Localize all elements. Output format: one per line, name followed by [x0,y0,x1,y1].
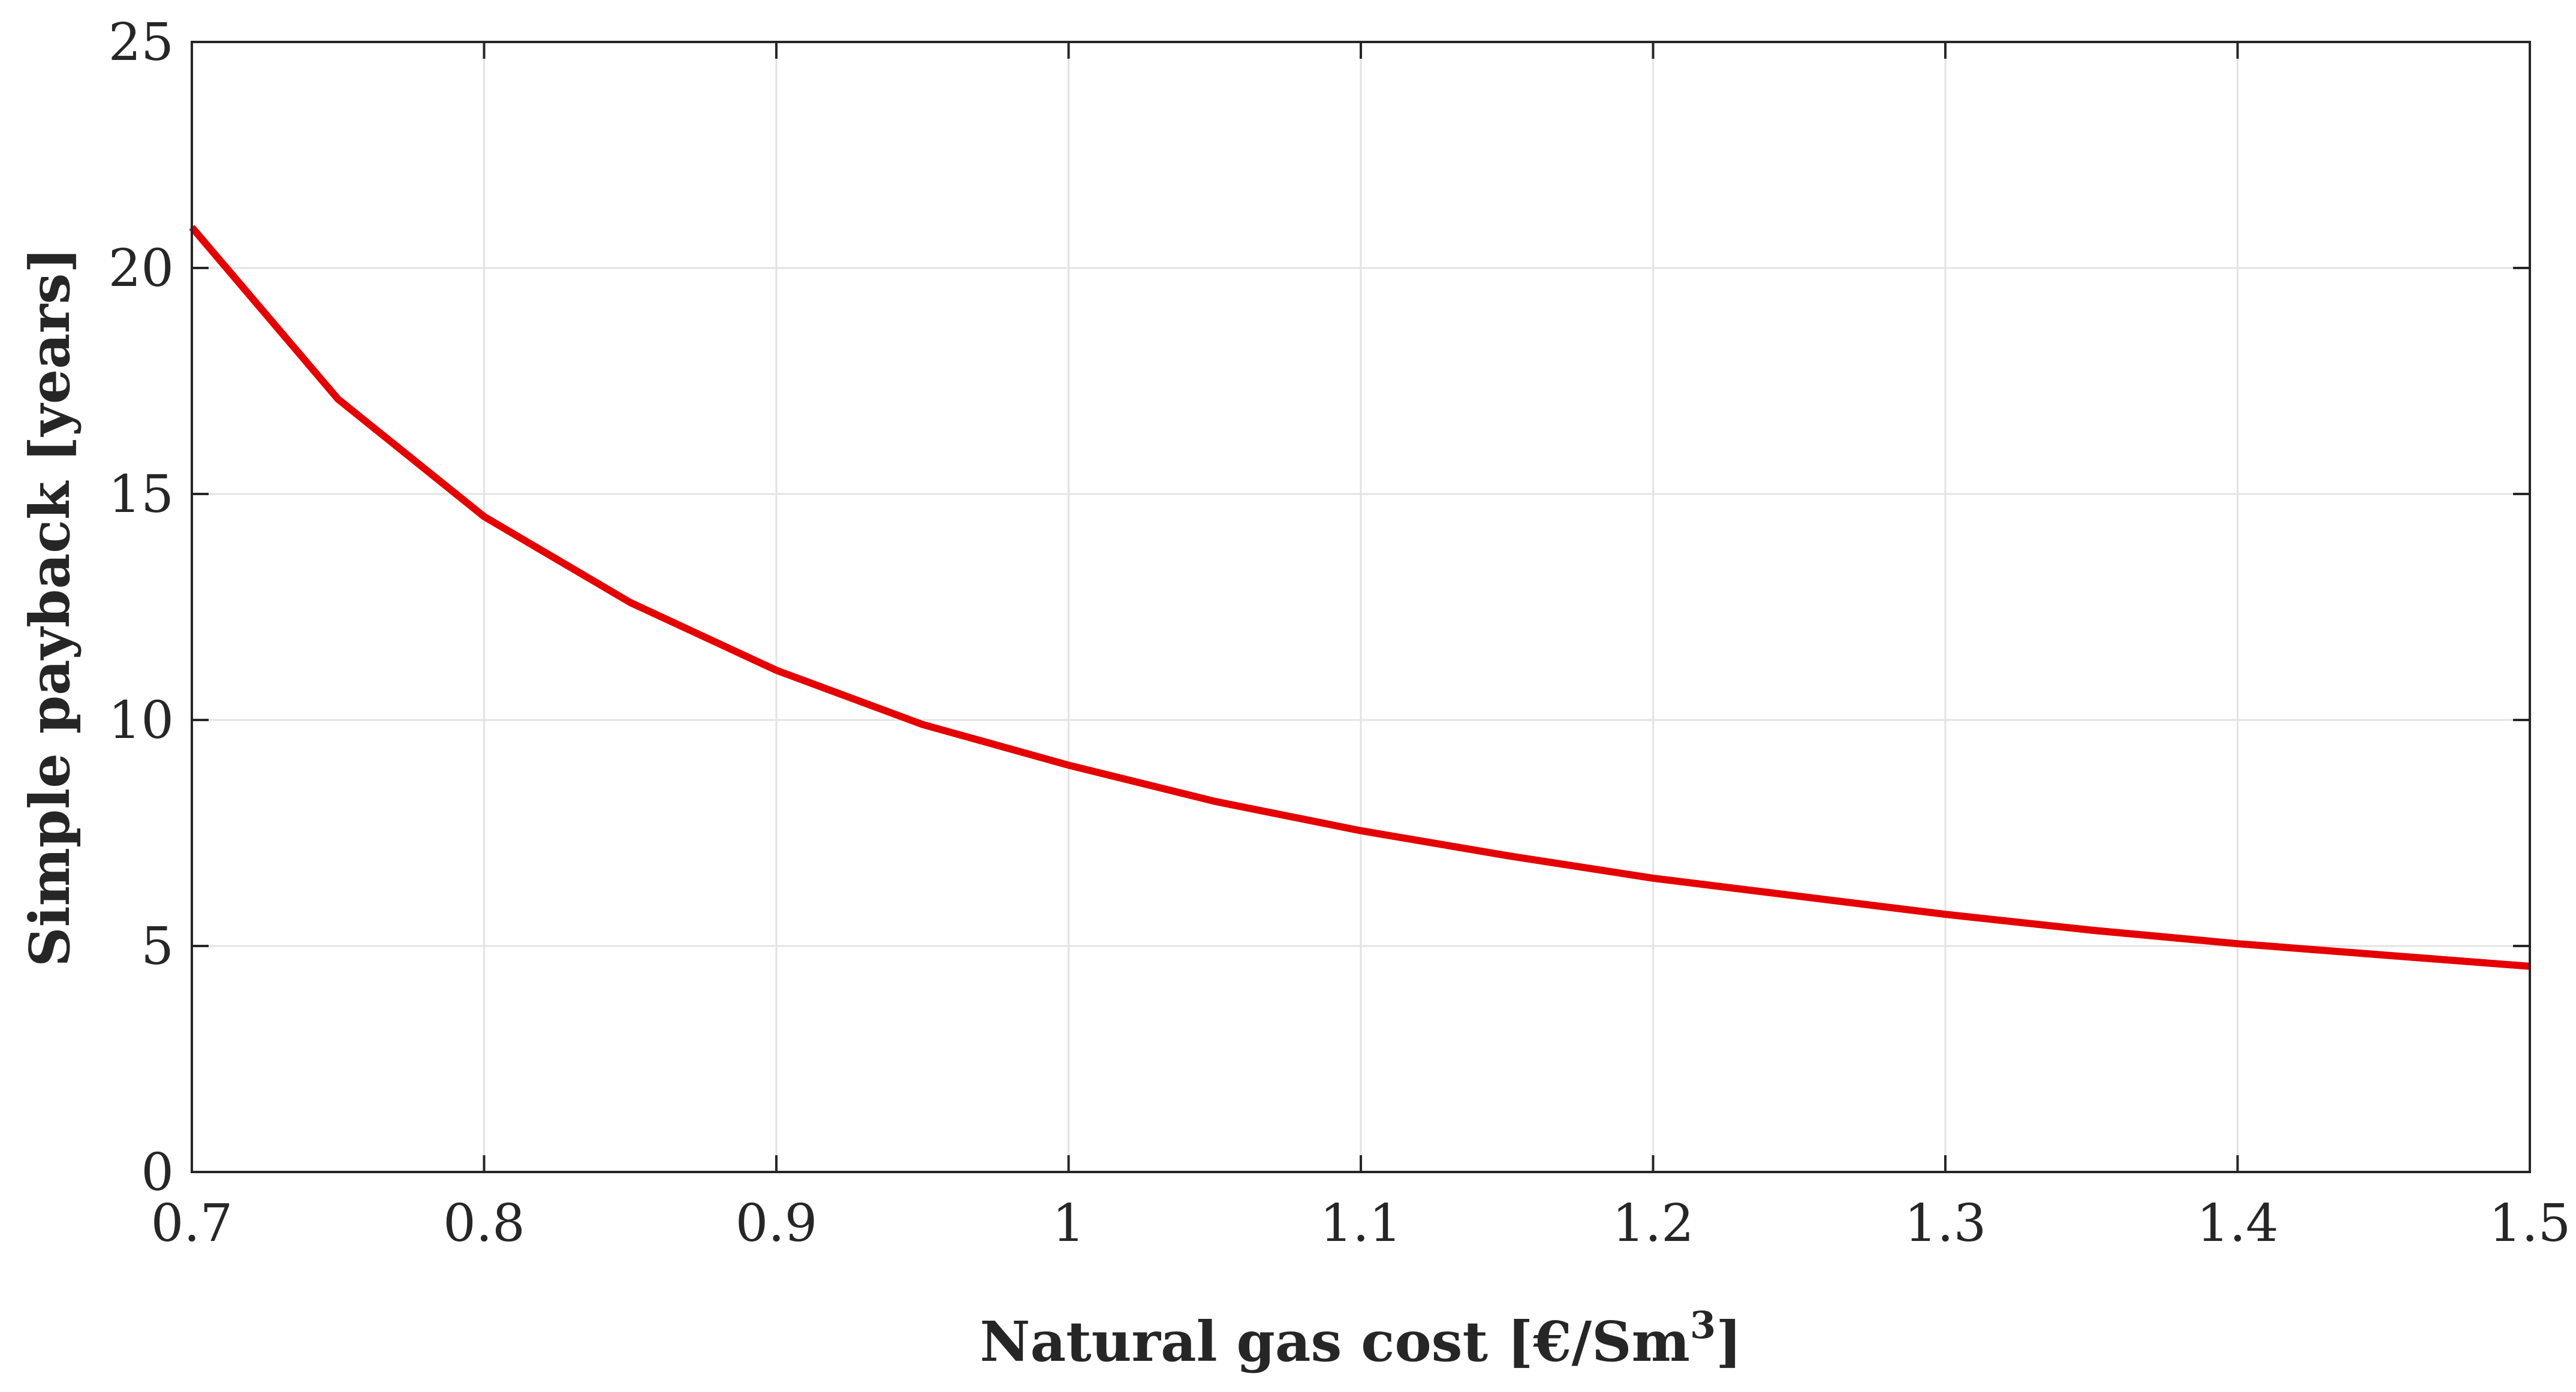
y-tick-label: 0 [141,1143,174,1203]
x-axis-tick-labels: 0.7 0.8 0.9 1 1.1 1.2 1.3 1.4 1.5 [151,1194,2571,1254]
x-axis-title-superscript: 3 [1690,1303,1716,1347]
data-point [2380,951,2387,959]
data-point [1504,852,1511,859]
data-point [1942,911,1949,918]
data-point [2234,940,2241,947]
data-point [1357,827,1364,834]
x-tick-label: 1.1 [1320,1194,1402,1254]
x-tick-label: 1.2 [1612,1194,1694,1254]
x-tick-label: 1.3 [1905,1194,1987,1254]
data-point [2088,927,2095,934]
x-tick-label: 1.4 [2197,1194,2279,1254]
data-point [1065,761,1072,769]
data-point [1650,875,1657,882]
y-tick-label: 5 [141,917,174,977]
y-tick-label: 20 [109,239,174,299]
x-tick-label: 0.8 [443,1194,525,1254]
data-point [773,667,780,674]
y-tick-label: 25 [109,13,174,73]
data-point [919,721,926,728]
axis-ticks [191,41,2531,1173]
y-axis-title: Simple payback [years] [17,247,82,967]
x-axis-title-text: Natural gas cost [€/Sm [980,1309,1690,1374]
grid [191,41,2531,1173]
data-point [335,396,342,403]
x-tick-label: 1 [1052,1194,1085,1254]
x-tick-label: 0.7 [151,1194,233,1254]
series-line-simple-payback [189,225,2530,970]
data-point [626,599,634,606]
x-axis-title-suffix: ] [1716,1309,1742,1374]
data-point [1211,798,1218,805]
x-tick-label: 1.5 [2489,1194,2571,1254]
x-axis-title: Natural gas cost [€/Sm3] [980,1303,1742,1374]
y-tick-label: 10 [109,691,174,751]
data-point [481,513,488,520]
y-axis-tick-labels: 0 5 10 15 20 25 [109,13,174,1203]
x-tick-label: 0.9 [736,1194,818,1254]
data-point [1795,893,1803,900]
series-layer [189,225,2530,970]
y-tick-label: 15 [109,465,174,525]
